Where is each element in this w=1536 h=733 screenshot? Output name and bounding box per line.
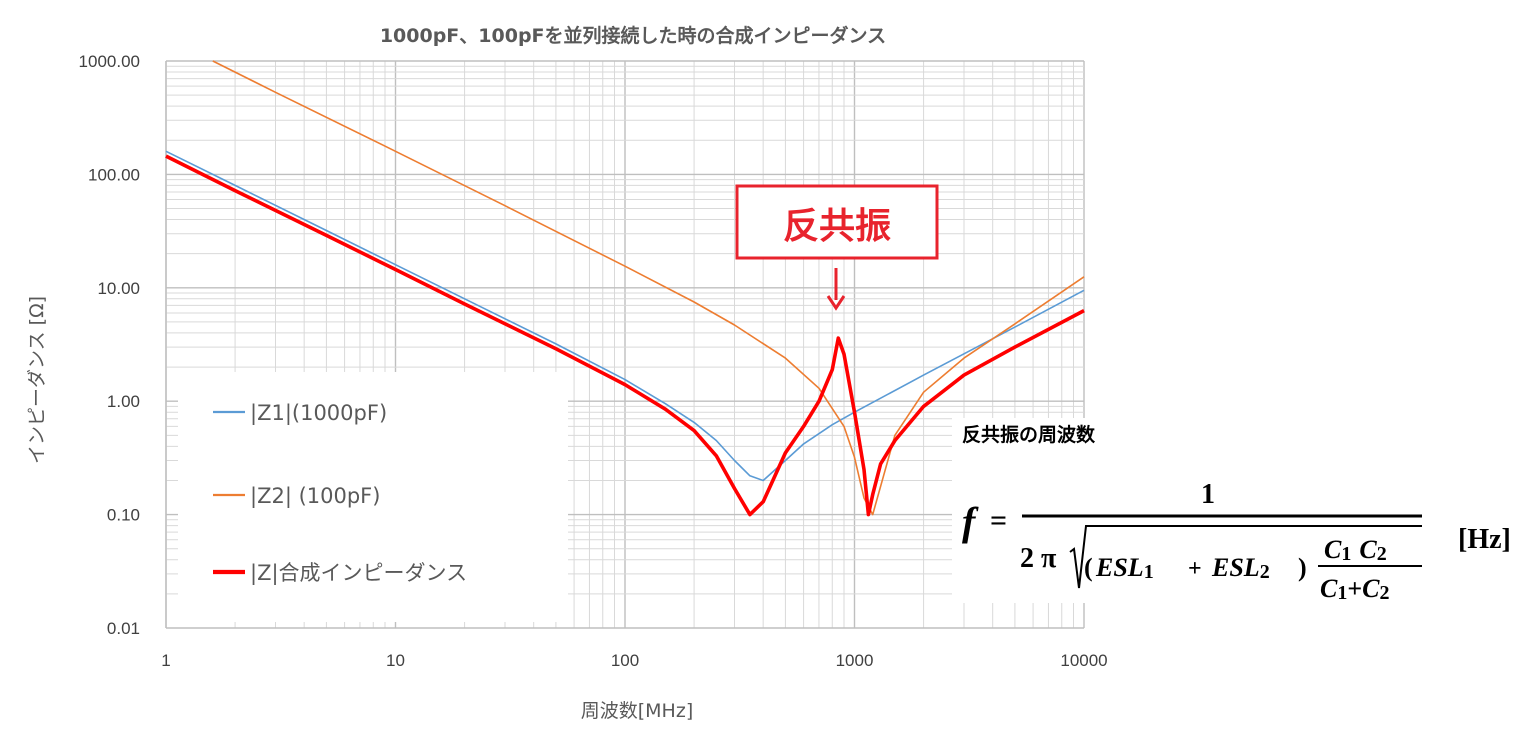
callout-arrow-head <box>826 295 846 311</box>
x-tick-labels: 1 10 100 1000 10000 <box>161 651 1107 670</box>
legend-label-1: |Z1|(1000pF) <box>250 401 387 426</box>
callout-label: 反共振 <box>783 206 891 247</box>
y-tick-label: 0.10 <box>107 506 140 525</box>
y-tick-label: 1000.00 <box>79 52 140 71</box>
formula-equals: = <box>990 504 1007 537</box>
y-tick-labels: 0.01 0.10 1.00 10.00 100.00 1000.00 <box>79 52 140 638</box>
x-tick-label: 1000 <box>836 651 874 670</box>
formula-esl1: ESL1 <box>1095 553 1154 583</box>
legend-label-2: |Z2| (100pF) <box>250 484 380 509</box>
series-line-1 <box>165 150 1085 482</box>
y-tick-label: 10.00 <box>97 279 140 298</box>
formula-f: f <box>962 499 979 544</box>
x-tick-label: 10000 <box>1060 651 1107 670</box>
x-tick-label: 1 <box>161 651 170 670</box>
formula-numerator: 1 <box>1201 479 1215 510</box>
formula: f = 1 2 π ( ESL1 + ESL2 ) C1 C2 C1+C2 [Hz… <box>962 479 1511 604</box>
legend-label-3: |Z|合成インピーダンス <box>250 561 467 586</box>
series-line-2 <box>212 60 1085 516</box>
y-tick-label: 100.00 <box>88 165 140 184</box>
legend: |Z1|(1000pF) |Z2| (100pF) |Z|合成インピーダンス <box>213 401 467 586</box>
legend-box <box>178 372 568 622</box>
callout-box <box>735 184 939 260</box>
formula-rparen: ) <box>1298 553 1307 582</box>
formula-c1c2: C1 C2 <box>1324 535 1387 565</box>
y-tick-label: 1.00 <box>107 392 140 411</box>
formula-plus1: + <box>1188 556 1202 582</box>
y-axis-label: インピーダンス [Ω] <box>26 296 48 464</box>
formula-esl2: ESL2 <box>1211 553 1270 583</box>
x-tick-label: 100 <box>611 651 639 670</box>
formula-unit: [Hz] <box>1458 524 1511 555</box>
series-line-3 <box>165 154 1085 517</box>
x-tick-label: 10 <box>386 651 405 670</box>
chart-title: 1000pF、100pFを並列接続した時の合成インピーダンス <box>380 24 886 47</box>
formula-c1-plus-c2: C1+C2 <box>1320 574 1390 604</box>
formula-sqrt-sign <box>1069 525 1422 589</box>
series-lines <box>165 60 1085 517</box>
formula-heading: 反共振の周波数 <box>962 423 1096 446</box>
formula-panel <box>952 418 1536 603</box>
formula-lparen: ( <box>1084 553 1093 582</box>
formula-two-pi: 2 π <box>1020 543 1057 574</box>
y-tick-label: 0.01 <box>107 619 140 638</box>
grid <box>165 60 1085 629</box>
x-axis-label: 周波数[MHz] <box>581 700 693 722</box>
